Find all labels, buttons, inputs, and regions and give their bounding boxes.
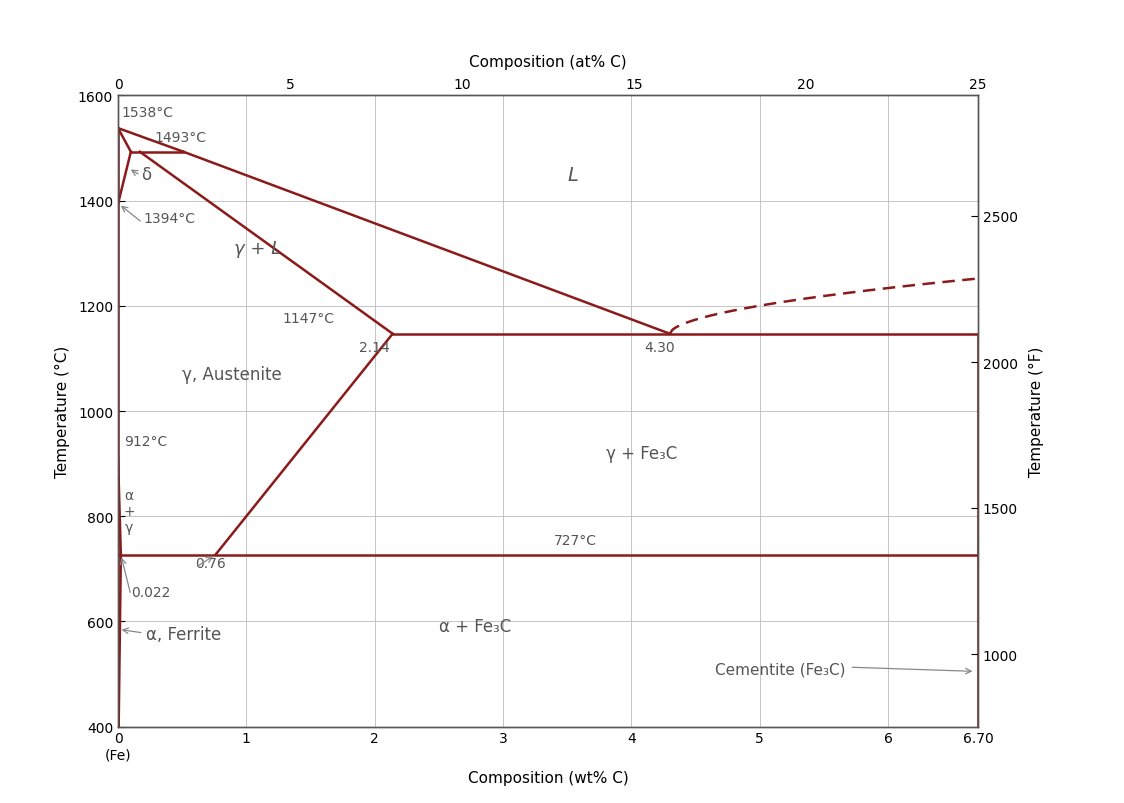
Text: 1493°C: 1493°C (154, 131, 206, 145)
X-axis label: Composition (at% C): Composition (at% C) (469, 55, 627, 69)
Y-axis label: Temperature (°C): Temperature (°C) (55, 345, 70, 478)
Text: 2.14: 2.14 (360, 340, 390, 355)
Text: α, Ferrite: α, Ferrite (146, 625, 221, 642)
Text: 0.76: 0.76 (196, 556, 226, 571)
Text: L: L (568, 165, 578, 185)
Text: 727°C: 727°C (554, 533, 597, 547)
Text: δ: δ (142, 166, 152, 184)
Y-axis label: Temperature (°F): Temperature (°F) (1028, 346, 1044, 477)
Text: γ, Austenite: γ, Austenite (182, 366, 282, 384)
Text: 912°C: 912°C (125, 434, 167, 448)
Text: α + Fe₃C: α + Fe₃C (438, 617, 511, 635)
X-axis label: Composition (wt% C): Composition (wt% C) (468, 770, 628, 785)
Text: 4.30: 4.30 (644, 340, 674, 355)
Text: γ + Fe₃C: γ + Fe₃C (606, 445, 677, 463)
Text: 0.022: 0.022 (130, 585, 170, 599)
Text: α
+
γ: α + γ (124, 488, 135, 535)
Text: 1147°C: 1147°C (282, 312, 334, 326)
Text: Cementite (Fe₃C): Cementite (Fe₃C) (715, 662, 845, 676)
Text: 1538°C: 1538°C (121, 106, 174, 120)
Text: γ + L: γ + L (234, 240, 281, 258)
Text: 1394°C: 1394°C (144, 212, 196, 226)
